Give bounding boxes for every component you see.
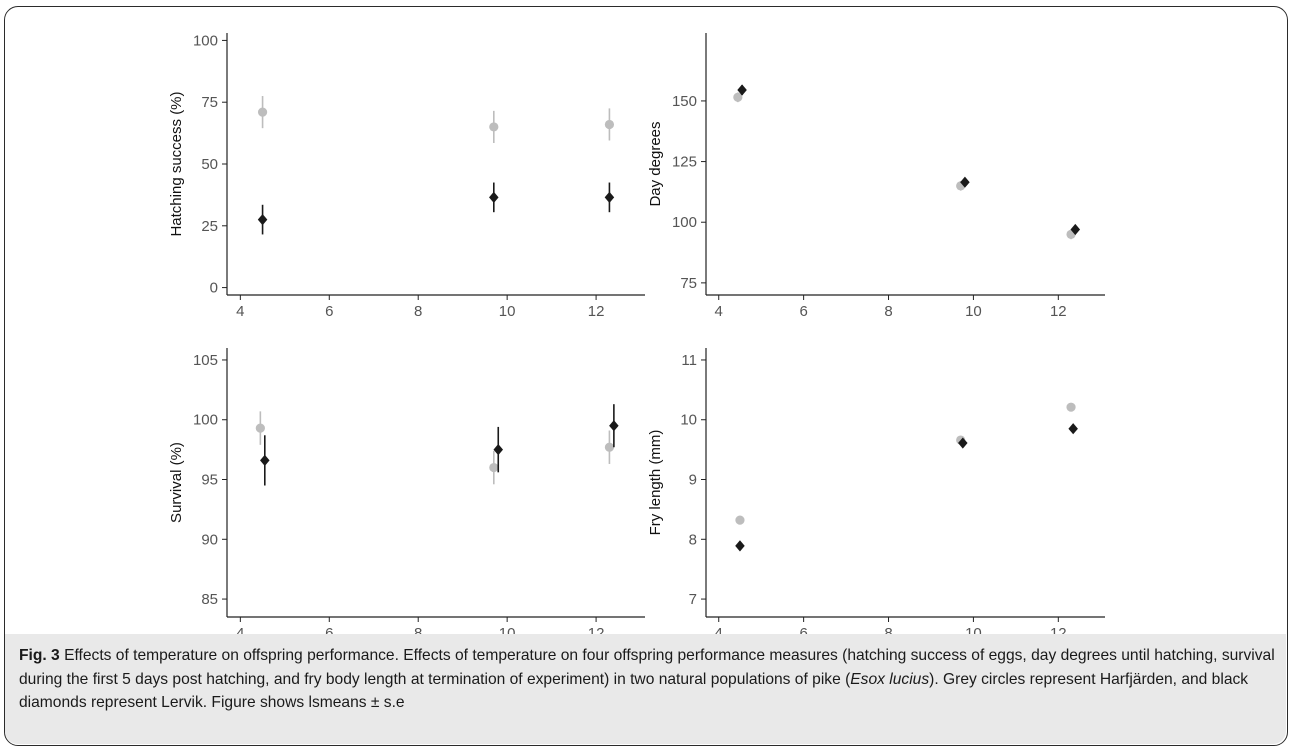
data-point-diamond <box>960 176 970 188</box>
x-tick-label: 6 <box>325 625 333 642</box>
x-tick-label: 6 <box>799 625 807 642</box>
figure-label: Fig. 3 <box>19 647 60 664</box>
data-point-diamond <box>609 420 619 432</box>
y-tick-label: 100 <box>672 214 697 231</box>
x-tick-label: 4 <box>715 625 723 642</box>
y-tick-label: 100 <box>193 412 218 429</box>
figure-caption: Fig. 3 Effects of temperature on offspri… <box>19 644 1281 715</box>
x-tick-label: 6 <box>799 303 807 320</box>
y-tick-label: 90 <box>201 531 218 548</box>
data-point-circle <box>489 462 499 473</box>
data-point-diamond <box>1070 223 1081 236</box>
data-point-diamond <box>493 444 504 456</box>
x-tick-label: 8 <box>414 625 422 642</box>
y-axis-title: Survival (%) <box>168 442 185 523</box>
data-point-diamond <box>604 191 615 203</box>
data-point-circle <box>604 442 615 452</box>
figure-frame <box>4 6 1288 746</box>
x-tick-label: 4 <box>236 303 244 320</box>
x-tick-label: 4 <box>236 625 244 642</box>
y-tick-label: 105 <box>193 352 218 369</box>
x-tick-label: 8 <box>414 303 422 320</box>
data-point-diamond <box>260 454 270 466</box>
y-tick-label: 95 <box>201 472 218 489</box>
y-axis-title: Hatching success (%) <box>168 91 185 236</box>
y-tick-label: 11 <box>681 352 697 369</box>
x-tick-label: 8 <box>884 625 892 642</box>
data-point-diamond <box>489 191 499 203</box>
caption-part-2: ). Grey circles represent Harfjärden, an… <box>19 670 1249 712</box>
data-point-diamond <box>257 214 268 226</box>
y-tick-label: 75 <box>680 275 697 292</box>
x-tick-label: 6 <box>325 303 333 320</box>
y-tick-label: 25 <box>201 218 218 235</box>
y-tick-label: 100 <box>193 32 218 49</box>
caption-part-1: Esox lucius <box>850 670 930 688</box>
chart-panel-0: 4 6 8 10 12 0 25 50 75 100 Hatching success (%) <box>168 32 645 320</box>
y-tick-label: 150 <box>672 93 697 110</box>
chart-panel-1: 4 6 8 10 12 75 100 125 150 Day degrees <box>647 33 1105 320</box>
y-axis-title: Fry length (mm) <box>647 430 664 536</box>
y-tick-label: 10 <box>680 412 697 429</box>
data-point-circle <box>604 119 615 130</box>
caption-part-0: Effects of temperature on offspring perf… <box>19 647 1275 688</box>
x-tick-label: 10 <box>965 303 982 320</box>
data-point-diamond <box>735 540 745 552</box>
chart-panel-2: 4681012859095100105Survival (%)Temperatu… <box>168 348 645 658</box>
x-tick-label: 10 <box>499 303 516 320</box>
y-tick-label: 9 <box>689 472 697 489</box>
data-point-circle <box>733 92 743 102</box>
y-tick-label: 50 <box>201 156 218 173</box>
y-tick-label: 75 <box>201 94 218 111</box>
data-point-diamond <box>737 84 747 96</box>
x-tick-label: 12 <box>1050 303 1067 320</box>
data-point-diamond <box>958 437 968 449</box>
x-tick-label: 8 <box>884 303 892 320</box>
y-tick-label: 7 <box>689 591 697 608</box>
x-tick-label: 4 <box>715 303 723 320</box>
y-axis-title: Day degrees <box>647 121 664 206</box>
data-point-circle <box>257 107 268 117</box>
y-tick-label: 8 <box>689 531 697 548</box>
data-point-circle <box>1066 402 1076 412</box>
data-point-diamond <box>1068 423 1078 435</box>
data-point-circle <box>489 122 499 132</box>
y-tick-label: 85 <box>201 591 218 608</box>
y-tick-label: 0 <box>210 280 218 297</box>
data-point-circle <box>255 423 265 433</box>
data-point-circle <box>735 515 745 525</box>
caption-band: Fig. 3 Effects of temperature on offspri… <box>5 634 1286 744</box>
y-tick-label: 125 <box>672 154 697 171</box>
chart-panel-3: 46810127891011Fry length (mm)Temperature… <box>647 348 1105 658</box>
x-tick-label: 12 <box>588 303 605 320</box>
